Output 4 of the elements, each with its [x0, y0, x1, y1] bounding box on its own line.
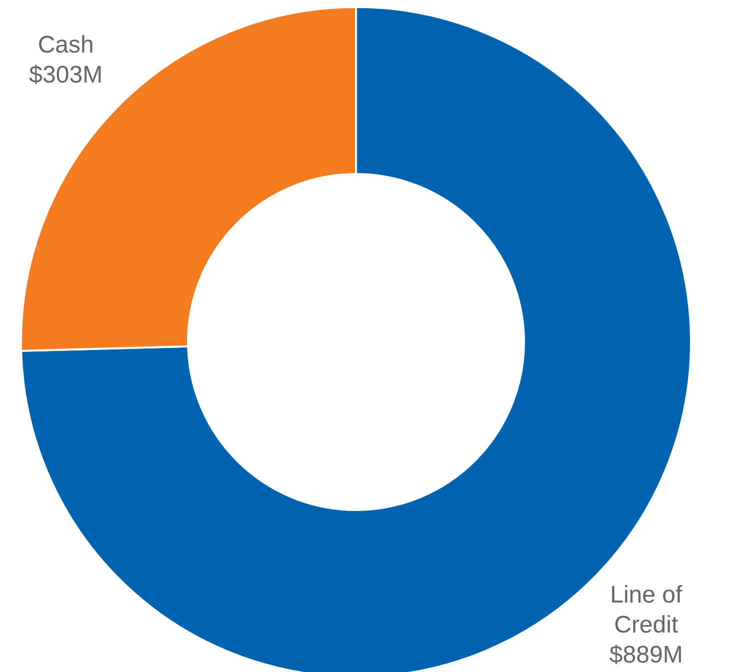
data-label: $889M [609, 641, 683, 668]
slice-label: Cash [38, 30, 94, 58]
slice-label: Line of Credit [610, 581, 682, 638]
data-label: $303M [29, 60, 103, 88]
